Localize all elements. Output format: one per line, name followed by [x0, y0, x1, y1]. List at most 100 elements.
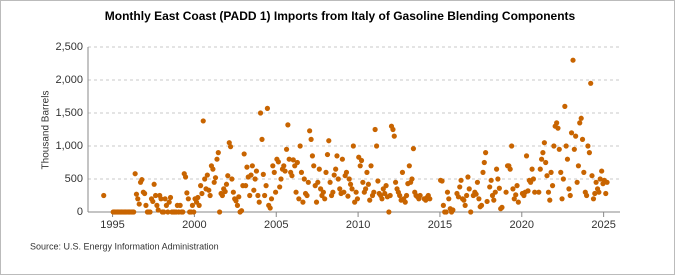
point — [339, 156, 345, 162]
point — [296, 196, 302, 202]
point — [202, 176, 208, 182]
point — [244, 164, 250, 170]
point — [530, 176, 537, 182]
point — [478, 202, 485, 208]
point — [298, 169, 305, 175]
point — [198, 183, 204, 189]
point — [195, 194, 201, 201]
point — [567, 192, 573, 199]
point — [154, 202, 160, 208]
point — [548, 169, 554, 175]
point — [233, 198, 239, 204]
point — [481, 159, 487, 166]
point — [579, 136, 586, 142]
point — [281, 163, 287, 169]
point — [241, 151, 247, 157]
point — [462, 202, 468, 208]
point — [365, 181, 372, 187]
point — [491, 197, 497, 203]
point — [282, 168, 288, 174]
point — [257, 110, 264, 116]
point — [217, 209, 223, 215]
point — [564, 156, 571, 162]
point — [523, 153, 530, 159]
point — [243, 183, 249, 189]
point — [466, 186, 472, 192]
point — [212, 175, 219, 181]
point — [525, 188, 531, 194]
point — [392, 179, 399, 185]
point — [333, 166, 339, 172]
point — [585, 143, 591, 149]
point — [222, 188, 228, 195]
point — [133, 191, 140, 197]
point — [509, 143, 515, 149]
point — [350, 143, 356, 149]
point — [136, 201, 142, 207]
point — [214, 156, 220, 162]
point — [446, 196, 452, 202]
point — [289, 173, 295, 179]
point — [465, 174, 471, 180]
point — [529, 166, 535, 172]
point — [341, 189, 347, 195]
point — [364, 169, 370, 175]
y-axis-label: Thousand Barrels — [41, 91, 52, 170]
point — [308, 136, 314, 142]
point — [191, 209, 197, 215]
point — [358, 157, 365, 164]
point — [271, 169, 277, 175]
point — [495, 176, 501, 182]
point — [483, 150, 489, 156]
point — [562, 103, 568, 109]
point — [234, 202, 241, 208]
point — [320, 189, 326, 195]
point — [354, 196, 361, 202]
point — [544, 173, 550, 179]
point — [313, 199, 320, 205]
point — [443, 209, 449, 215]
y-tick-label: 500 — [65, 173, 83, 185]
point — [225, 173, 231, 179]
point — [337, 186, 343, 192]
point — [161, 209, 167, 215]
point — [468, 209, 474, 215]
point — [406, 163, 412, 169]
point — [391, 133, 397, 139]
point — [373, 143, 380, 149]
point — [536, 189, 542, 195]
point — [455, 194, 462, 200]
point — [353, 189, 359, 195]
point — [390, 126, 396, 133]
point — [440, 202, 446, 208]
point — [150, 198, 156, 205]
point — [158, 196, 164, 202]
source: Source: U.S. Energy Information Administ… — [30, 241, 219, 251]
point — [331, 172, 337, 178]
point — [417, 192, 423, 199]
point — [347, 181, 354, 187]
point — [461, 197, 467, 203]
point — [367, 197, 373, 203]
point — [270, 163, 276, 169]
point — [324, 151, 331, 158]
point — [558, 169, 564, 175]
point — [409, 176, 415, 182]
point — [223, 181, 230, 187]
point — [345, 193, 351, 199]
y-tick-label: 1,000 — [55, 140, 83, 152]
point — [507, 166, 513, 172]
point — [386, 209, 392, 215]
point — [236, 194, 242, 200]
point — [343, 169, 350, 175]
point — [379, 196, 385, 202]
point — [480, 169, 486, 175]
point — [200, 118, 206, 124]
point — [357, 163, 363, 169]
point — [260, 171, 266, 177]
point — [142, 190, 148, 197]
point — [444, 189, 451, 195]
point — [566, 186, 572, 192]
point — [368, 163, 374, 169]
